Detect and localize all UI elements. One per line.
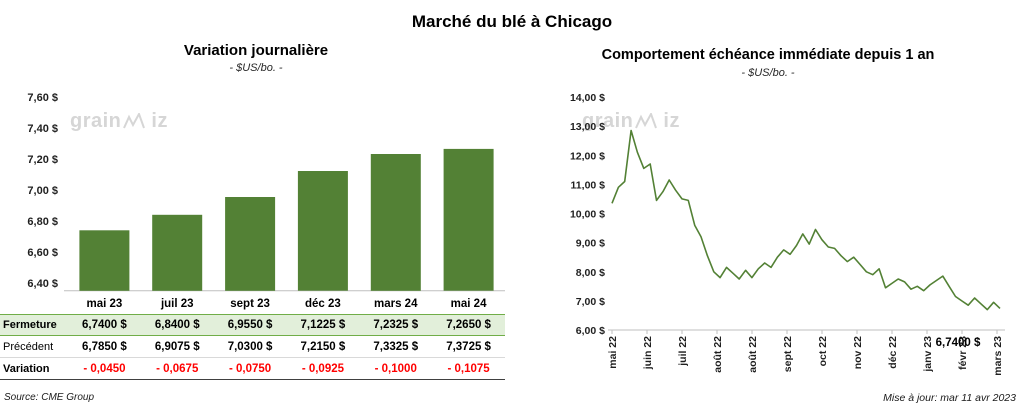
table-cell: 6,9075 $ (154, 340, 200, 353)
last-price-label: 6,7400 $ (936, 337, 981, 349)
watermark-text-left: grain (70, 110, 122, 132)
line-y-tick-label: 14,00 $ (570, 92, 605, 104)
column-header: mars 24 (374, 298, 418, 310)
bar-y-tick-label: 6,60 $ (27, 247, 58, 259)
column-header: déc 23 (305, 298, 341, 310)
price-table-body: Fermeture 6,7400 $ 6,8400 $ 6,9550 $ 7,1225 … (0, 314, 505, 380)
watermark-text-right: iz (663, 110, 680, 132)
table-cell: 6,7850 $ (82, 340, 127, 353)
bar-chart-subtitle: - $US/bo. - (229, 62, 283, 74)
line-x-tick-label: nov 22 (852, 336, 864, 369)
line-x-tick-label: juil 22 (677, 336, 689, 367)
watermark-text-left: grain (582, 110, 634, 132)
table-cell: 6,7400 $ (82, 319, 127, 331)
watermark-zigzag-icon (635, 112, 658, 128)
table-row-previous: Précédent 6,7850 $ 6,9075 $ 7,0300 $ 7,2150 … (0, 336, 505, 358)
line-chart-subtitle: - $US/bo. - (741, 67, 795, 79)
price-bar (443, 148, 494, 291)
price-table-header: mai 23 juil 23 sept 23 déc 23 mars 24 mai 24 (0, 294, 505, 314)
table-cell: 7,3725 $ (446, 340, 491, 353)
price-bar (370, 154, 421, 291)
row-label: Variation (3, 362, 50, 375)
line-x-tick-label: sept 22 (782, 336, 794, 372)
price-bar (297, 171, 348, 291)
price-table: mai 23 juil 23 sept 23 déc 23 mars 24 mai 24 … (0, 294, 505, 380)
line-x-tick-label: févr 23 (957, 336, 969, 370)
bar-y-tick-label: 7,40 $ (27, 123, 58, 135)
column-header: sept 23 (230, 298, 270, 310)
table-cell: 7,2650 $ (446, 319, 491, 331)
table-cell: - 0,1075 (447, 362, 490, 375)
source-note: Source: CME Group (4, 392, 95, 403)
column-header: juil 23 (160, 298, 194, 310)
grainwiz-watermark: grain iz (70, 110, 168, 133)
line-y-tick-label: 11,00 $ (571, 179, 606, 191)
bar-chart-title: Variation journalière (183, 42, 329, 59)
grainwiz-watermark: grain iz (582, 110, 680, 133)
line-y-tick-label: 9,00 $ (576, 238, 605, 250)
bar-y-tick-label: 6,80 $ (27, 216, 58, 228)
line-x-tick-label: juin 22 (642, 336, 654, 370)
table-cell: 7,3325 $ (373, 340, 419, 353)
line-x-tick-label: mars 23 (992, 336, 1004, 376)
line-x-tick-label: déc 22 (887, 336, 899, 369)
line-x-tick-label: janv 23 (922, 336, 934, 373)
table-row-variation: Variation - 0,0450 - 0,0675 - 0,0750 - 0,092… (0, 358, 505, 380)
column-header: mai 23 (86, 298, 123, 310)
table-cell: 6,9550 $ (227, 319, 273, 331)
line-y-tick-label: 10,00 $ (570, 209, 605, 221)
bar-chart-svg: 6,40 $ 6,60 $ 6,80 $ 7,00 $ 7,20 $ 7,40 $ 7,60… (27, 92, 505, 292)
table-cell: 7,1225 $ (300, 319, 346, 331)
table-cell: 7,2325 $ (373, 319, 419, 331)
bar-y-tick-label: 7,20 $ (27, 154, 58, 166)
line-y-tick-label: 8,00 $ (576, 267, 605, 279)
page-title: Marché du blé à Chicago (411, 12, 613, 31)
watermark-text-right: iz (151, 110, 168, 132)
price-bar (79, 230, 130, 291)
row-label: Précédent (3, 340, 54, 353)
bar-y-tick-label: 7,60 $ (27, 92, 58, 104)
table-row-close: Fermeture 6,7400 $ 6,8400 $ 6,9550 $ 7,1225 … (0, 314, 505, 336)
table-cell: - 0,0450 (83, 362, 126, 375)
row-label: Fermeture (3, 319, 57, 331)
line-y-tick-label: 13,00 $ (570, 121, 605, 133)
updated-note: Mise à jour: mar 11 avr 2023 (883, 392, 1016, 404)
table-cell: - 0,0750 (228, 362, 272, 375)
bar-y-tick-label: 7,00 $ (27, 185, 58, 197)
line-y-tick-label: 7,00 $ (576, 296, 605, 308)
line-y-tick-label: 6,00 $ (576, 325, 605, 337)
table-cell: 7,0300 $ (227, 340, 273, 353)
line-x-tick-label: août 22 (712, 336, 724, 373)
line-chart-svg: 6,00 $ 7,00 $ 8,00 $ 9,00 $ 10,00 $ 11,00 $ 12… (570, 92, 1005, 376)
table-cell: - 0,1000 (374, 362, 417, 375)
price-bar (225, 197, 276, 291)
line-y-tick-label: 12,00 $ (570, 150, 605, 162)
price-line (611, 129, 1001, 311)
table-cell: 6,8400 $ (154, 319, 200, 331)
watermark-zigzag-icon (123, 112, 146, 128)
line-x-tick-label: août 22 (747, 336, 759, 373)
bar-y-tick-label: 6,40 $ (27, 278, 58, 290)
column-header: mai 24 (450, 298, 487, 310)
table-cell: - 0,0675 (156, 362, 199, 375)
line-x-tick-label: mai 22 (607, 336, 619, 369)
table-cell: 7,2150 $ (300, 340, 346, 353)
line-chart-title: Comportement échéance immédiate depuis 1… (601, 47, 935, 63)
table-cell: - 0,0925 (301, 362, 345, 375)
line-x-tick-label: oct 22 (817, 336, 829, 367)
price-bar (152, 214, 203, 291)
